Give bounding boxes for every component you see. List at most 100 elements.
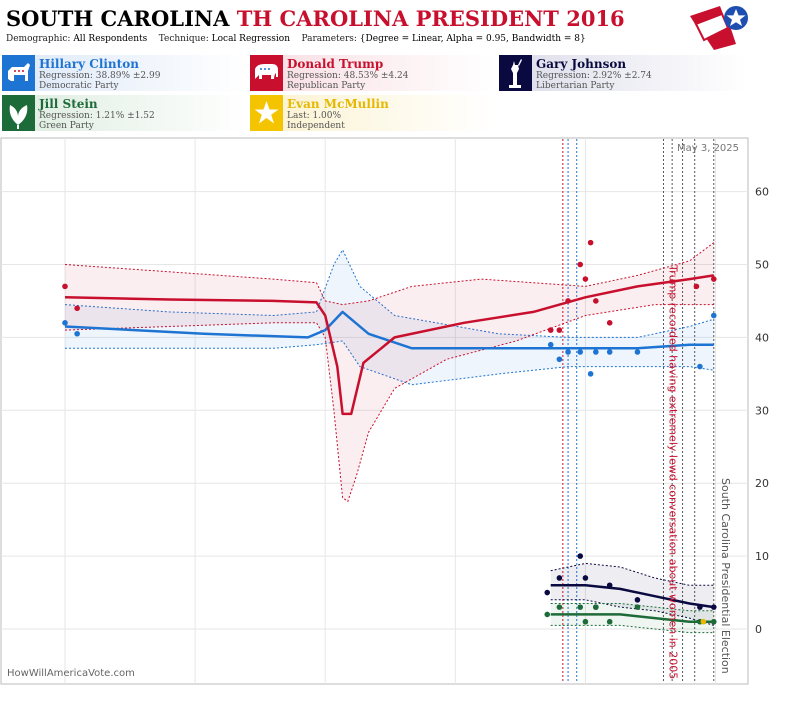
y-axis-ticks: 0 10 20 30 40 50 60: [755, 186, 769, 636]
candidate-card-stein[interactable]: Jill Stein Regression: 1.21% ±1.52 Green…: [2, 95, 247, 131]
regression-chart: Trump recorded having extremely lewd con…: [0, 137, 769, 685]
poll-point: [606, 618, 613, 625]
candidate-party: Green Party: [39, 121, 94, 131]
poll-point: [606, 582, 613, 589]
y-tick-label: 0: [755, 623, 762, 636]
upper-bound-line: [550, 562, 714, 586]
candidate-regression: Last: 1.00%: [287, 111, 342, 121]
lower-bound-line: [550, 624, 714, 634]
poll-point: [565, 349, 571, 355]
poll-point: [547, 327, 554, 333]
annotations: Trump recorded having extremely lewd con…: [667, 264, 732, 679]
poll-point: [565, 298, 571, 304]
poll-point: [582, 575, 589, 581]
poll-point: [74, 305, 80, 312]
poll-point: [700, 618, 707, 625]
confidence-band: [550, 563, 714, 626]
poll-point: [697, 363, 703, 370]
poll-point: [577, 349, 584, 355]
confidence-band: [65, 249, 714, 385]
upper-bound-line: [64, 248, 714, 338]
poll-point: [62, 320, 68, 326]
candidate-party: Independent: [287, 121, 345, 131]
poll-point: [697, 604, 703, 610]
lower-bound-line: [65, 340, 714, 386]
candidate-party: Democratic Party: [39, 81, 119, 91]
statue-of-liberty-icon: [499, 55, 532, 91]
demographic-label: Demographic:: [6, 34, 71, 44]
candidate-name: Evan McMullin: [287, 97, 389, 111]
poll-point: [606, 320, 613, 326]
candidate-card-johnson[interactable]: Gary Johnson Regression: 2.92% ±2.74 Lib…: [499, 55, 748, 91]
poll-point: [62, 283, 68, 290]
poll-point: [74, 330, 80, 337]
poll-point: [593, 604, 599, 610]
trend-line: [64, 310, 714, 350]
datestamp: May 3, 2025: [677, 143, 740, 154]
poll-point: [593, 349, 599, 355]
candidate-name: Donald Trump: [287, 57, 384, 71]
parameters-value: {Degree = Linear, Alpha = 0.95, Bandwidt…: [359, 34, 586, 44]
watermark: HowWillAmericaVote.com: [7, 668, 135, 679]
poll-point: [582, 618, 589, 625]
candidate-name: Gary Johnson: [536, 57, 627, 71]
poll-point: [544, 589, 551, 596]
annotation-label: South Carolina Presidential Election: [719, 478, 732, 674]
poll-point: [556, 575, 563, 581]
candidate-regression: Regression: 38.89% ±2.99: [39, 71, 161, 81]
poll-point: [693, 283, 700, 290]
poll-point: [577, 261, 584, 268]
parameters-line: Demographic: All Respondents Technique: …: [6, 34, 586, 44]
candidate-regression: Regression: 2.92% ±2.74: [536, 71, 652, 81]
parameters-label: Parameters:: [301, 34, 357, 44]
poll-point: [577, 553, 584, 559]
poll-point: [634, 597, 641, 603]
leaf-icon: [2, 95, 35, 131]
poll-point: [556, 604, 563, 610]
poll-point: [544, 611, 551, 618]
poll-point: [710, 604, 717, 610]
candidate-party: Republican Party: [287, 81, 366, 91]
poll-point: [587, 371, 594, 377]
poll-point: [587, 239, 594, 246]
candidate-card-mcmullin[interactable]: Evan McMullin Last: 1.00% Independent: [250, 95, 495, 131]
grid-lines: [1, 138, 748, 684]
state-name: SOUTH CAROLINA: [6, 6, 230, 31]
lower-bound-line: [64, 304, 714, 503]
y-tick-label: 40: [755, 331, 769, 344]
candidate-card-clinton[interactable]: Hillary Clinton Regression: 38.89% ±2.99…: [2, 55, 247, 91]
candidate-regression: Regression: 1.21% ±1.52: [39, 111, 155, 121]
poll-point: [634, 349, 641, 355]
candidate-name: Hillary Clinton: [39, 57, 139, 71]
y-tick-label: 20: [755, 477, 769, 490]
candidate-name: Jill Stein: [39, 97, 98, 111]
technique-label: Technique:: [158, 34, 209, 44]
poll-point: [593, 298, 599, 304]
poll-point: [634, 604, 641, 610]
elephant-icon: [250, 55, 283, 91]
poll-point: [556, 356, 563, 363]
upper-bound-line: [64, 242, 715, 306]
poll-point: [556, 327, 563, 333]
poll-point: [710, 276, 717, 282]
y-tick-label: 30: [755, 404, 769, 417]
star-icon: [250, 95, 283, 131]
trend-line: [64, 274, 714, 416]
annotation-label: Trump recorded having extremely lewd con…: [667, 264, 680, 679]
y-tick-label: 10: [755, 550, 769, 563]
demographic-value: All Respondents: [73, 34, 148, 44]
poll-point: [710, 312, 717, 319]
flag-logo: [690, 6, 748, 50]
trend-lines: [64, 274, 714, 623]
trend-line: [550, 613, 714, 623]
poll-points: [62, 239, 717, 625]
candidate-card-trump[interactable]: Donald Trump Regression: 48.53% ±4.24 Re…: [250, 55, 495, 91]
trend-line: [550, 584, 714, 609]
poll-point: [710, 618, 717, 625]
candidate-regression: Regression: 48.53% ±4.24: [287, 71, 409, 81]
poll-point: [577, 604, 584, 610]
lower-bound-line: [550, 599, 714, 626]
poll-point: [547, 341, 554, 348]
technique-value: Local Regression: [211, 34, 291, 44]
poll-point: [582, 276, 589, 282]
